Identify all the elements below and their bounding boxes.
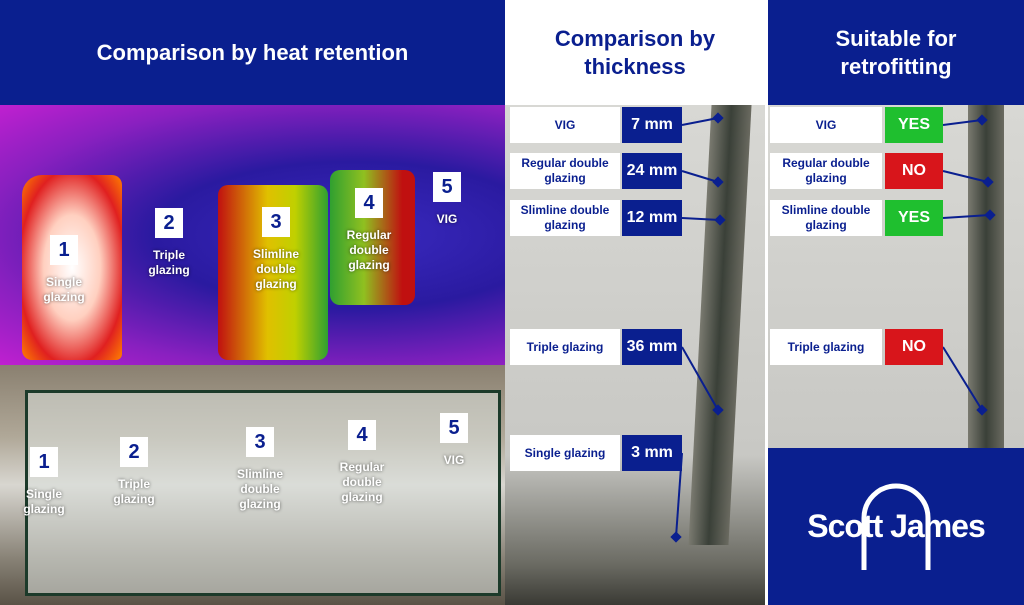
label-text: VIG bbox=[443, 453, 465, 467]
thickness-value: 36 mm bbox=[622, 329, 682, 365]
thickness-value: 3 mm bbox=[622, 435, 682, 471]
thickness-value: 12 mm bbox=[622, 200, 682, 236]
thickness-title: Comparison by thickness bbox=[554, 25, 716, 79]
pointer-dot bbox=[670, 531, 682, 543]
pointer-line bbox=[942, 119, 983, 126]
pointer-dot bbox=[976, 114, 988, 126]
logo-arch bbox=[861, 483, 931, 570]
row-label: Triple glazing bbox=[770, 329, 882, 365]
thickness-value: 24 mm bbox=[622, 153, 682, 189]
label-number: 4 bbox=[355, 188, 383, 218]
retrofit-header: Suitable for retrofitting bbox=[768, 0, 1024, 105]
pointer-line bbox=[681, 170, 719, 183]
label-text: Regular double glazing bbox=[346, 228, 392, 272]
row-label: Slimline double glazing bbox=[510, 200, 620, 236]
pointer-line bbox=[942, 346, 983, 411]
row-label: Regular double glazing bbox=[770, 153, 882, 189]
label-number: 2 bbox=[155, 208, 183, 238]
retrofit-value: NO bbox=[885, 329, 943, 365]
label-number: 2 bbox=[120, 437, 148, 467]
label-number: 1 bbox=[50, 235, 78, 265]
retrofit-value: YES bbox=[885, 107, 943, 143]
thermal-image bbox=[0, 105, 505, 365]
label-text: Regular double glazing bbox=[339, 460, 385, 504]
pointer-dot bbox=[976, 404, 988, 416]
retrofit-title: Suitable for retrofitting bbox=[835, 25, 957, 79]
label-number: 1 bbox=[30, 447, 58, 477]
label-number: 3 bbox=[246, 427, 274, 457]
logo-text: Scott James bbox=[807, 508, 986, 544]
heat-title: Comparison by heat retention bbox=[96, 39, 409, 65]
label-number: 3 bbox=[262, 207, 290, 237]
pointer-dot bbox=[712, 112, 724, 124]
label-text: Single glazing bbox=[23, 487, 65, 516]
row-label: Single glazing bbox=[510, 435, 620, 471]
label-number: 5 bbox=[433, 172, 461, 202]
label-number: 5 bbox=[440, 413, 468, 443]
pointer-dot bbox=[714, 214, 726, 226]
pointer-line bbox=[942, 214, 991, 219]
row-label: VIG bbox=[510, 107, 620, 143]
glass-box bbox=[25, 390, 501, 596]
pointer-line bbox=[681, 217, 721, 221]
pointer-dot bbox=[712, 404, 724, 416]
pointer-dot bbox=[984, 209, 996, 221]
retrofit-value: YES bbox=[885, 200, 943, 236]
logo-panel: Scott James bbox=[768, 448, 1024, 605]
pointer-line bbox=[681, 346, 719, 411]
label-text: Slimline double glazing bbox=[236, 467, 283, 511]
thickness-value: 7 mm bbox=[622, 107, 682, 143]
glass-edge bbox=[968, 105, 1004, 448]
row-label: VIG bbox=[770, 107, 882, 143]
label-text: Triple glazing bbox=[113, 477, 155, 506]
glazing-photo bbox=[0, 365, 505, 605]
hot-pane bbox=[22, 175, 122, 360]
row-label: Regular double glazing bbox=[510, 153, 620, 189]
retrofit-value: NO bbox=[885, 153, 943, 189]
pointer-line bbox=[942, 170, 989, 183]
thickness-header: Comparison by thickness bbox=[505, 0, 765, 105]
pointer-dot bbox=[712, 176, 724, 188]
row-label: Triple glazing bbox=[510, 329, 620, 365]
row-label: Slimline double glazing bbox=[770, 200, 882, 236]
label-number: 4 bbox=[348, 420, 376, 450]
pointer-line bbox=[681, 117, 719, 126]
label-text: Triple glazing bbox=[148, 248, 190, 277]
label-text: VIG bbox=[436, 212, 458, 226]
label-text: Single glazing bbox=[43, 275, 85, 304]
heat-header: Comparison by heat retention bbox=[0, 0, 505, 105]
label-text: Slimline double glazing bbox=[252, 247, 299, 291]
pointer-dot bbox=[982, 176, 994, 188]
